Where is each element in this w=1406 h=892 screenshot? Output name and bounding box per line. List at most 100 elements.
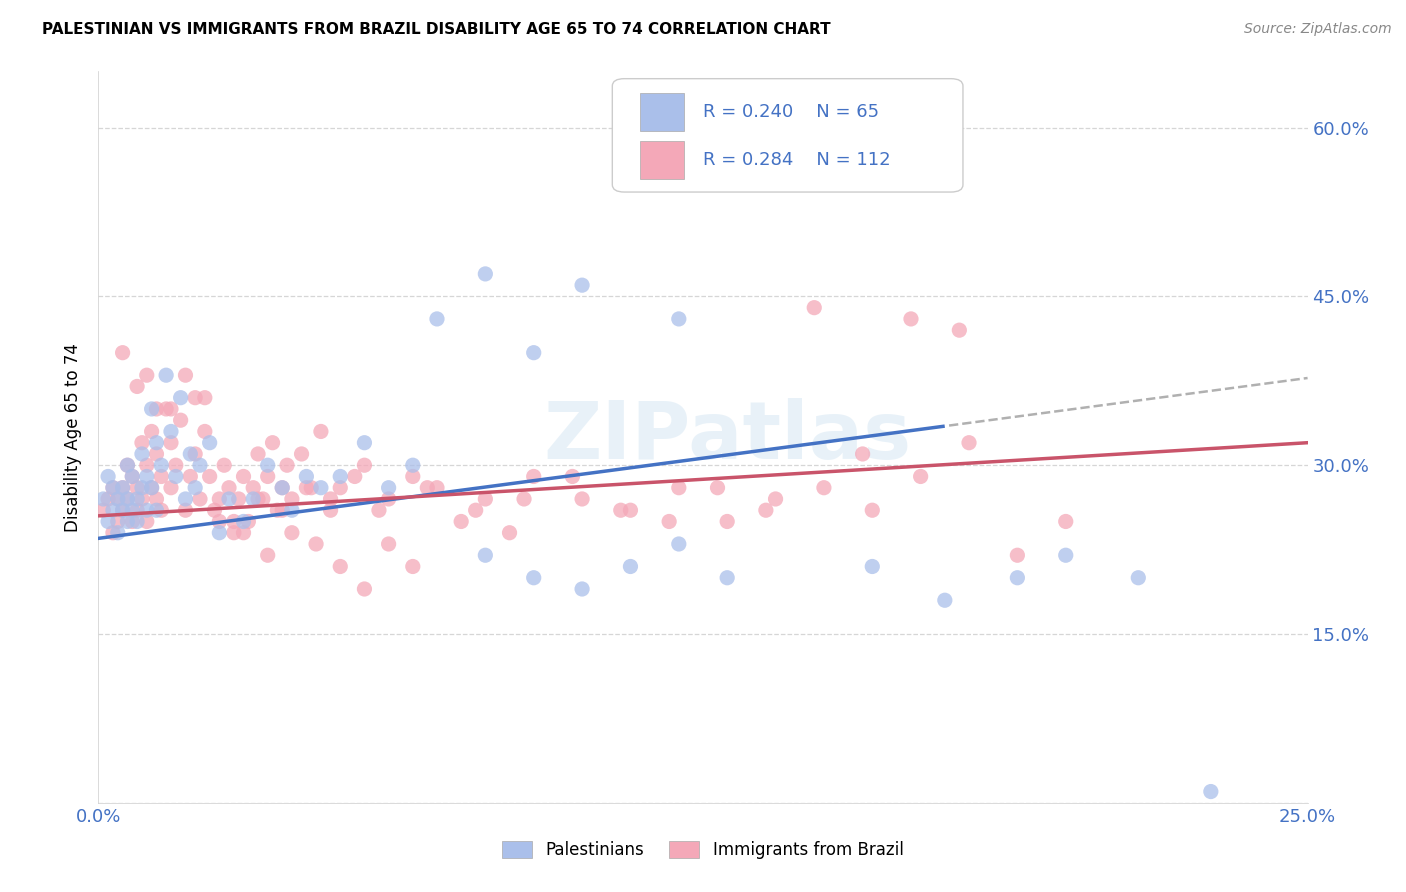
Point [179,447,201,461]
Point [135,469,157,483]
Point [107,525,129,540]
Point [222,525,245,540]
Point [295,469,318,483]
Point [141,401,163,416]
Point [329,559,352,574]
Point [271,481,294,495]
Point [107,515,129,529]
Point [900,312,922,326]
Point [523,345,546,359]
Point [716,515,738,529]
Point [353,458,375,473]
Point [155,401,177,416]
Point [1199,784,1222,798]
Point [117,491,139,506]
Point [174,491,197,506]
Point [131,435,153,450]
Point [353,435,375,450]
Point [402,469,425,483]
Point [377,481,399,495]
Point [329,481,352,495]
Point [117,491,139,506]
Point [145,401,167,416]
Point [194,391,217,405]
Point [97,491,120,506]
Text: Source: ZipAtlas.com: Source: ZipAtlas.com [1244,22,1392,37]
Point [561,469,583,483]
Point [276,458,298,473]
Point [402,458,425,473]
Point [131,491,153,506]
Point [309,481,332,495]
Point [169,391,191,405]
Point [127,379,149,393]
Point [127,481,149,495]
Point [957,435,980,450]
Point [111,345,134,359]
Point [948,323,970,337]
Point [155,368,177,383]
Point [281,491,304,506]
Point [160,401,183,416]
Point [619,559,641,574]
Point [131,447,153,461]
Point [716,571,738,585]
Point [184,481,207,495]
Point [184,391,207,405]
Text: R = 0.284    N = 112: R = 0.284 N = 112 [703,151,890,169]
Point [188,458,211,473]
Point [343,469,366,483]
Point [107,491,129,506]
Legend: Palestinians, Immigrants from Brazil: Palestinians, Immigrants from Brazil [496,834,910,866]
Text: PALESTINIAN VS IMMIGRANTS FROM BRAZIL DISABILITY AGE 65 TO 74 CORRELATION CHART: PALESTINIAN VS IMMIGRANTS FROM BRAZIL DI… [42,22,831,37]
Point [208,525,231,540]
Point [160,435,183,450]
Point [256,469,278,483]
Point [165,469,187,483]
Point [305,537,328,551]
Point [212,458,235,473]
Point [121,515,143,529]
Point [174,503,197,517]
Point [141,481,163,495]
Point [160,425,183,439]
Point [150,469,173,483]
Point [218,481,240,495]
Point [101,481,124,495]
Point [117,458,139,473]
Point [184,447,207,461]
Point [198,435,221,450]
Point [290,447,312,461]
Point [188,491,211,506]
Point [1007,548,1029,562]
Point [319,503,342,517]
Point [101,481,124,495]
Point [1054,548,1077,562]
Point [262,435,284,450]
Point [450,515,472,529]
Point [145,491,167,506]
Point [1054,515,1077,529]
Point [271,481,294,495]
Point [353,582,375,596]
Point [218,491,240,506]
Point [426,481,449,495]
Text: ZIPatlas: ZIPatlas [543,398,911,476]
Point [934,593,956,607]
Point [668,312,690,326]
Point [513,491,536,506]
Point [765,98,787,112]
Point [271,503,294,517]
Point [498,525,520,540]
Point [117,458,139,473]
Point [232,525,254,540]
Point [571,582,593,596]
Point [141,481,163,495]
Point [141,425,163,439]
Point [208,491,231,506]
Point [165,458,187,473]
Point [252,491,274,506]
Y-axis label: Disability Age 65 to 74: Disability Age 65 to 74 [65,343,83,532]
Point [247,447,270,461]
Point [150,503,173,517]
